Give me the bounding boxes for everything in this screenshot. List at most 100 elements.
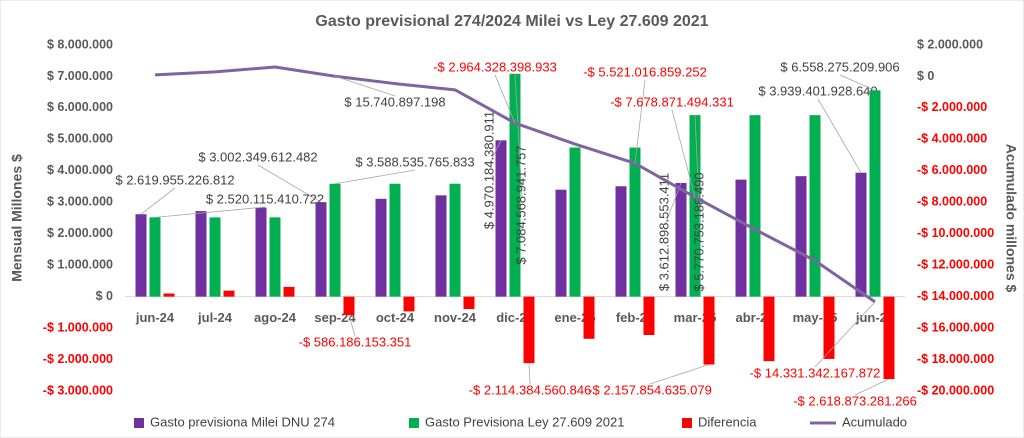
y-axis-title: Mensual Millones $ (9, 154, 25, 282)
x-tick-label: nov-24 (434, 310, 477, 325)
data-label: $ 7.084.568.941.757 (513, 145, 528, 264)
data-label: -$ 2.157.854.635.079 (588, 382, 712, 397)
y-tick-label: $ 1.000.000 (47, 257, 113, 271)
bar (703, 296, 715, 365)
y-tick-label: -$ 1.000.000 (43, 320, 113, 334)
y2-tick-label: -$ 16.000.000 (917, 320, 994, 334)
y-tick-label: $ 6.000.000 (47, 100, 113, 114)
y2-tick-label: -$ 20.000.000 (917, 383, 994, 397)
bar (735, 179, 747, 297)
leader-line (257, 164, 322, 203)
legend-swatch (409, 418, 419, 428)
leader-line (348, 314, 356, 337)
bar (823, 296, 835, 359)
data-label: $ 3.002.349.612.482 (198, 149, 317, 164)
bar (615, 186, 627, 297)
bar (149, 217, 161, 297)
legend-label: Gasto Previsiona Ley 27.609 2021 (425, 414, 624, 429)
bar (223, 290, 235, 297)
data-label: -$ 2.964.328.398.933 (433, 59, 557, 74)
y-tick-label: $ 3.000.000 (47, 195, 113, 209)
bar (689, 115, 701, 297)
y-tick-label: -$ 2.000.000 (43, 352, 113, 366)
data-label: $ 3.939.401.928.640 (758, 83, 877, 98)
leader-line (814, 301, 876, 368)
y-tick-label: $ 2.000.000 (47, 226, 113, 240)
bar (869, 90, 881, 297)
data-label: -$ 5.521.016.859.252 (583, 64, 707, 79)
bar (809, 115, 821, 297)
leader-line (334, 75, 396, 97)
y2-tick-label: -$ 8.000.000 (917, 195, 987, 209)
data-label: $ 4.970.184.380.911 (481, 111, 496, 229)
data-label: $ 3.612.898.553.411 (656, 173, 671, 291)
bar (509, 73, 521, 297)
bar (435, 195, 447, 297)
y2-tick-label: -$ 2.000.000 (917, 100, 987, 114)
bar (209, 217, 221, 297)
bar (195, 211, 207, 297)
y2-tick-label: $ 2.000.000 (917, 37, 983, 51)
data-label: $ 15.740.897.198 (344, 94, 445, 109)
bar (763, 296, 775, 362)
y-tick-label: $ 0 (96, 289, 113, 303)
data-label: $ 5.770.753.188.490 (691, 172, 706, 291)
leader-line (494, 74, 516, 124)
y-tick-label: -$ 3.000.000 (43, 383, 113, 397)
leader-line (634, 79, 646, 164)
data-label: -$ 14.331.342.167.872 (750, 365, 881, 380)
bar (855, 172, 867, 297)
bar (255, 207, 267, 297)
bar (463, 296, 475, 310)
y2-tick-label: -$ 18.000.000 (917, 352, 994, 366)
data-label: $ 6.558.275.209.906 (780, 59, 899, 74)
leader-line (140, 187, 176, 215)
bar (315, 202, 327, 297)
bar (269, 217, 281, 297)
y-tick-label: $ 4.000.000 (47, 163, 113, 177)
leader-line (854, 378, 890, 396)
bar (283, 286, 295, 297)
legend-swatch (134, 418, 144, 428)
bar (343, 296, 355, 316)
leader-line (839, 74, 876, 91)
leader-line (334, 169, 416, 185)
y2-tick-label: -$ 4.000.000 (917, 132, 987, 146)
legend-label: Gasto previsiona Milei DNU 274 (150, 414, 335, 429)
data-label: -$ 586.186.153.351 (299, 334, 412, 349)
bar (135, 214, 147, 297)
data-label: $ 3.588.535.765.833 (355, 154, 474, 169)
legend-swatch (682, 418, 692, 428)
leader-line (817, 98, 862, 173)
leader-line (154, 206, 266, 218)
leader-line (649, 364, 710, 385)
chart-title: Gasto previsional 274/2024 Milei vs Ley … (315, 13, 708, 30)
bar (495, 140, 507, 297)
leader-line (489, 140, 502, 164)
y-tick-label: $ 8.000.000 (47, 37, 113, 51)
data-label: -$ 7.678.871.494.331 (610, 94, 734, 109)
bar (583, 296, 595, 339)
data-label: $ 2.619.955.226.812 (115, 172, 234, 187)
y2-tick-label: -$ 10.000.000 (917, 226, 994, 240)
legend-label: Acumulado (842, 414, 907, 429)
bar (569, 147, 581, 297)
legend-label: Diferencia (698, 414, 757, 429)
y2-axis-title: Acumulado millones $ (1003, 144, 1019, 293)
bar (375, 198, 387, 297)
bar (449, 183, 461, 297)
data-label: $ 2.520.115.410.722 (206, 191, 324, 206)
x-tick-label: oct-24 (376, 310, 415, 325)
x-tick-label: jun-24 (135, 310, 175, 325)
x-tick-label: jul-24 (197, 310, 233, 325)
y2-tick-label: -$ 14.000.000 (917, 289, 994, 303)
leader-line (514, 73, 523, 199)
data-label: -$ 2.114.384.560.846 (469, 382, 592, 397)
leader-line (528, 363, 531, 385)
bar (629, 147, 641, 297)
bar (329, 183, 341, 297)
y-tick-label: $ 5.000.000 (47, 132, 113, 146)
bar (523, 296, 535, 364)
bar (883, 296, 895, 380)
leader-line (664, 182, 682, 226)
